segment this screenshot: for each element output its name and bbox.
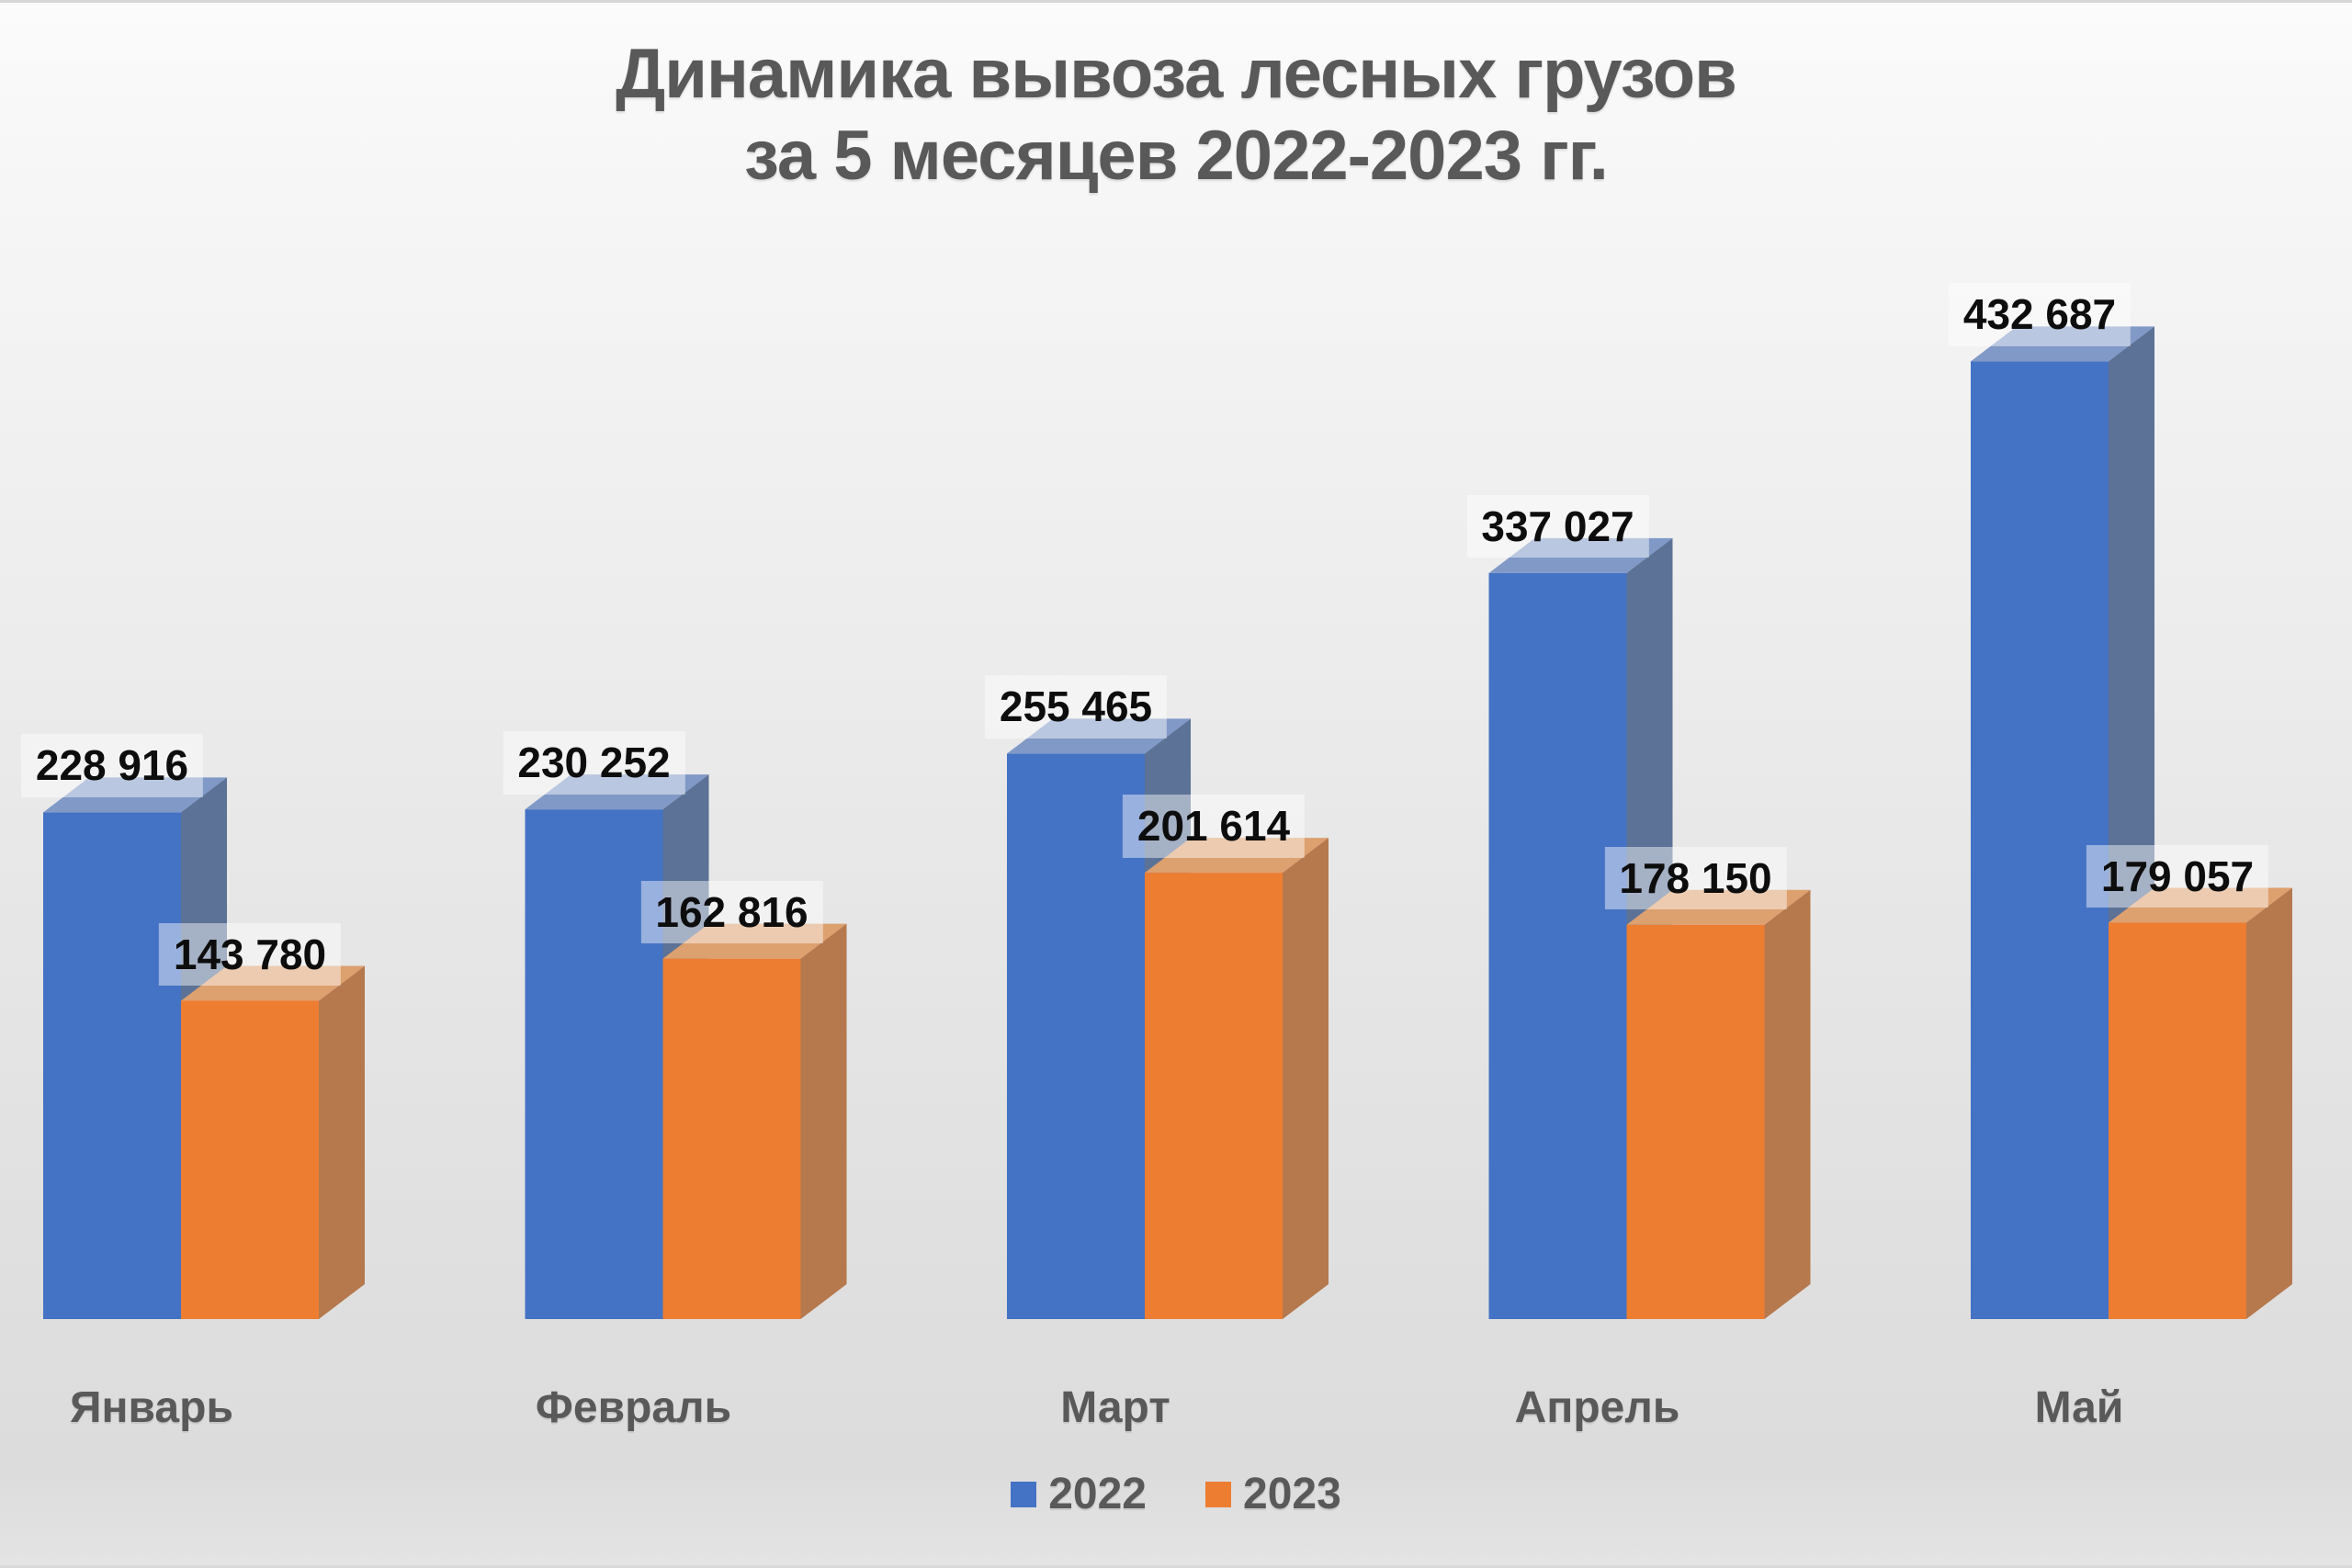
bar-front-2022-5 <box>1971 361 2109 1319</box>
legend-item-2022: 2022 <box>1011 1469 1147 1519</box>
bar-top-2023-4 <box>1626 889 1811 925</box>
value-label-2022-4: 337 027 <box>1466 494 1649 558</box>
category-label-4: Апрель <box>1514 1383 1680 1432</box>
value-label-2022-2: 230 252 <box>503 731 685 795</box>
chart-legend: 2022 2023 <box>0 1469 2352 1519</box>
bar-side-2023-2 <box>800 923 847 1319</box>
bar-top-2023-2 <box>662 923 847 959</box>
category-label-2: Февраль <box>535 1383 732 1432</box>
bar-top-2022-1 <box>43 777 227 813</box>
bar-front-2023-5 <box>2109 922 2246 1319</box>
value-label-2023-1: 143 780 <box>158 922 342 987</box>
value-label-2023-5: 179 057 <box>2086 844 2269 908</box>
bar-front-2022-4 <box>1488 572 1627 1319</box>
bar-top-2022-3 <box>1007 718 1191 754</box>
legend-item-2023: 2023 <box>1205 1469 1341 1519</box>
bar-top-2023-1 <box>181 965 365 1001</box>
bar-top-2022-4 <box>1488 537 1673 573</box>
bar-front-2022-3 <box>1007 753 1145 1319</box>
bar-front-2022-2 <box>525 809 663 1319</box>
chart-title-line-2: за 5 месяцев 2022-2023 гг. <box>744 116 1609 195</box>
bar-front-2022-1 <box>43 812 181 1319</box>
bar-top-2023-3 <box>1145 838 1329 874</box>
legend-swatch-2023 <box>1205 1481 1231 1507</box>
bar-front-2023-3 <box>1145 873 1283 1319</box>
bar-front-2023-2 <box>662 958 801 1319</box>
chart-title: Динамика вывоза лесных грузов за 5 месяц… <box>0 34 2352 197</box>
value-label-2023-3: 201 614 <box>1122 795 1306 858</box>
bar-side-2023-1 <box>319 965 365 1319</box>
category-label-1: Январь <box>70 1383 233 1432</box>
legend-label-2022: 2022 <box>1048 1470 1147 1518</box>
category-label-3: Март <box>1060 1383 1170 1432</box>
legend-swatch-2022 <box>1011 1481 1037 1507</box>
bar-top-2022-5 <box>1971 326 2154 362</box>
category-label-5: Май <box>2034 1383 2124 1432</box>
chart-canvas <box>43 326 2292 1319</box>
bar-front-2023-4 <box>1626 924 1765 1319</box>
value-label-2022-1: 228 916 <box>20 734 204 797</box>
value-label-2023-2: 162 816 <box>640 880 823 944</box>
bar-front-2023-1 <box>181 1000 319 1319</box>
bar-top-2022-2 <box>525 774 709 810</box>
bar-side-2023-4 <box>1764 889 1811 1319</box>
legend-label-2023: 2023 <box>1243 1470 1341 1518</box>
value-label-2023-4: 178 150 <box>1604 846 1787 910</box>
value-label-2022-5: 432 687 <box>1948 283 2132 346</box>
bar-side-2023-5 <box>2246 887 2292 1319</box>
value-label-2022-3: 255 465 <box>984 675 1168 739</box>
bar-top-2023-5 <box>2109 887 2292 923</box>
chart-title-line-1: Динамика вывоза лесных грузов <box>616 35 1737 113</box>
bar-side-2023-3 <box>1283 838 1329 1319</box>
